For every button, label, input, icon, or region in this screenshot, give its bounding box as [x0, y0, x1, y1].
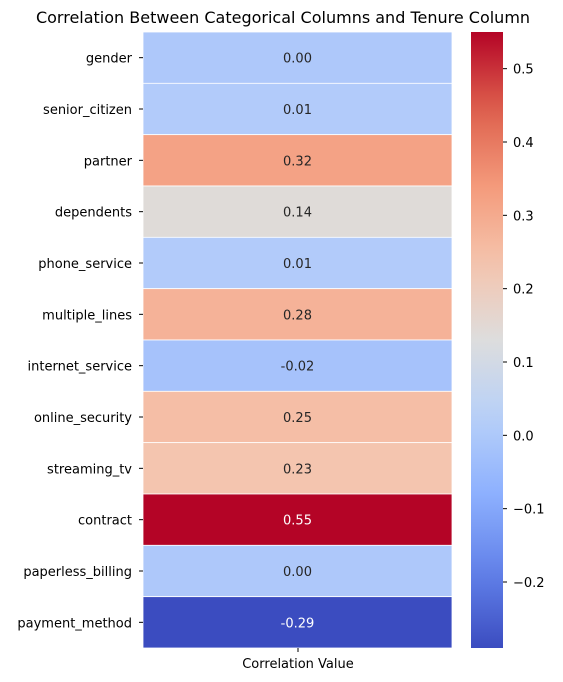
colorbar-tick-label: 0.3 [513, 209, 534, 224]
row-label: payment_method [17, 616, 132, 631]
chart-title: Correlation Between Categorical Columns … [36, 8, 530, 27]
x-tick-label: Correlation Value [242, 657, 354, 672]
row-label: streaming_tv [47, 462, 132, 477]
cell-value-label: 0.00 [283, 52, 312, 67]
colorbar-ticks: −0.2 −0.1 0.0 0.1 0.2 0.3 0.4 0.5 [503, 63, 545, 591]
colorbar-tick-label: 0.4 [513, 136, 534, 151]
heatmap-cell [142, 236, 453, 290]
heatmap-cell [142, 288, 453, 341]
cell-value-label: 0.55 [283, 514, 312, 529]
cell-value-label: 0.28 [283, 308, 312, 323]
heatmap-cells: 0.00 0.01 0.32 0.14 0.01 0.28 -0.02 0.25 0.23 0.5… [142, 31, 453, 649]
colorbar-tick-label: 0.2 [513, 283, 534, 298]
heatmap-cell [142, 31, 453, 84]
row-label: contract [78, 514, 132, 529]
row-label: phone_service [38, 257, 132, 272]
cell-value-label: 0.00 [283, 565, 312, 580]
colorbar-tick-label: 0.5 [513, 63, 534, 78]
row-label: online_security [34, 411, 132, 426]
cell-value-label: -0.02 [281, 360, 315, 375]
heatmap-cell [142, 82, 453, 136]
colorbar-tick-label: 0.0 [513, 429, 534, 444]
row-label: partner [84, 154, 133, 169]
heatmap-cell [142, 390, 453, 444]
cell-value-label: 0.01 [283, 103, 312, 118]
heatmap-cell [142, 544, 453, 598]
cell-value-label: 0.23 [283, 462, 312, 477]
colorbar [471, 32, 503, 648]
heatmap-cell [142, 185, 453, 238]
colorbar-tick-label: −0.2 [513, 576, 545, 591]
row-label: paperless_billing [23, 565, 132, 580]
colorbar-tick-label: −0.1 [513, 503, 545, 518]
row-label: dependents [55, 206, 132, 221]
cell-value-label: -0.29 [281, 616, 315, 631]
cell-value-label: 0.32 [283, 154, 312, 169]
heatmap-cell [142, 493, 453, 546]
row-label: multiple_lines [42, 308, 132, 323]
row-label: internet_service [28, 360, 132, 375]
row-label: senior_citizen [43, 103, 132, 118]
cell-value-label: 0.01 [283, 257, 312, 272]
colorbar-tick-label: 0.1 [513, 356, 534, 371]
heatmap-cell [142, 134, 453, 187]
cell-value-label: 0.14 [283, 206, 312, 221]
cell-value-label: 0.25 [283, 411, 312, 426]
row-label: gender [86, 52, 133, 67]
heatmap-cell [142, 596, 453, 649]
